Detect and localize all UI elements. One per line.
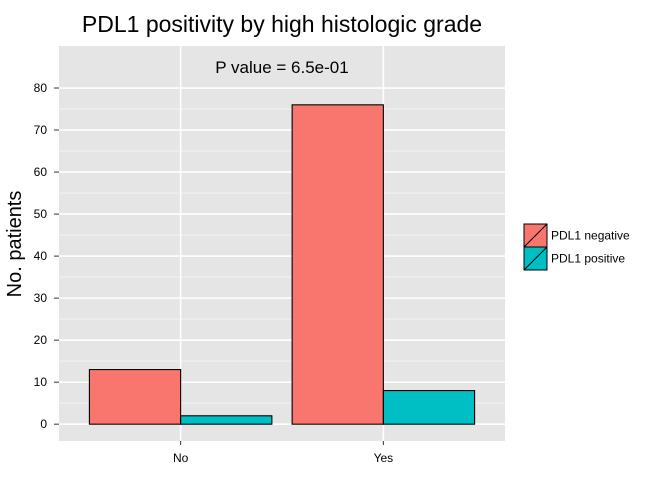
y-tick-label: 10 (34, 375, 48, 389)
x-tick-label-no: No (173, 451, 189, 465)
chart-title: PDL1 positivity by high histologic grade (82, 11, 482, 37)
y-tick-label: 70 (34, 123, 48, 137)
legend: PDL1 negative PDL1 positive (523, 223, 630, 271)
bars (88, 104, 476, 425)
legend-label: PDL1 negative (551, 229, 630, 243)
y-tick-label: 0 (40, 417, 47, 431)
legend-label: PDL1 positive (551, 252, 625, 266)
legend-key-slash (523, 223, 548, 248)
bar-pdl1-positive-yes (382, 390, 476, 425)
y-tick-label: 30 (34, 291, 48, 305)
y-tick-label: 40 (34, 249, 48, 263)
bar-pdl1-negative-no (88, 369, 182, 425)
y-tick-label: 20 (34, 333, 48, 347)
bar-pdl1-negative-yes (291, 104, 384, 425)
legend-key-slash (523, 246, 548, 271)
y-tick-label: 60 (34, 165, 48, 179)
y-axis-label: No. patients (4, 191, 26, 298)
x-axis-ticks: No Yes (173, 441, 393, 465)
y-tick-label: 50 (34, 207, 48, 221)
y-axis-ticks: 0 10 20 30 40 50 60 70 80 (34, 81, 59, 431)
x-tick-label-yes: Yes (374, 451, 394, 465)
p-value-annotation: P value = 6.5e-01 (215, 58, 348, 77)
y-tick-label: 80 (34, 81, 48, 95)
bar-pdl1-positive-no (180, 415, 273, 425)
